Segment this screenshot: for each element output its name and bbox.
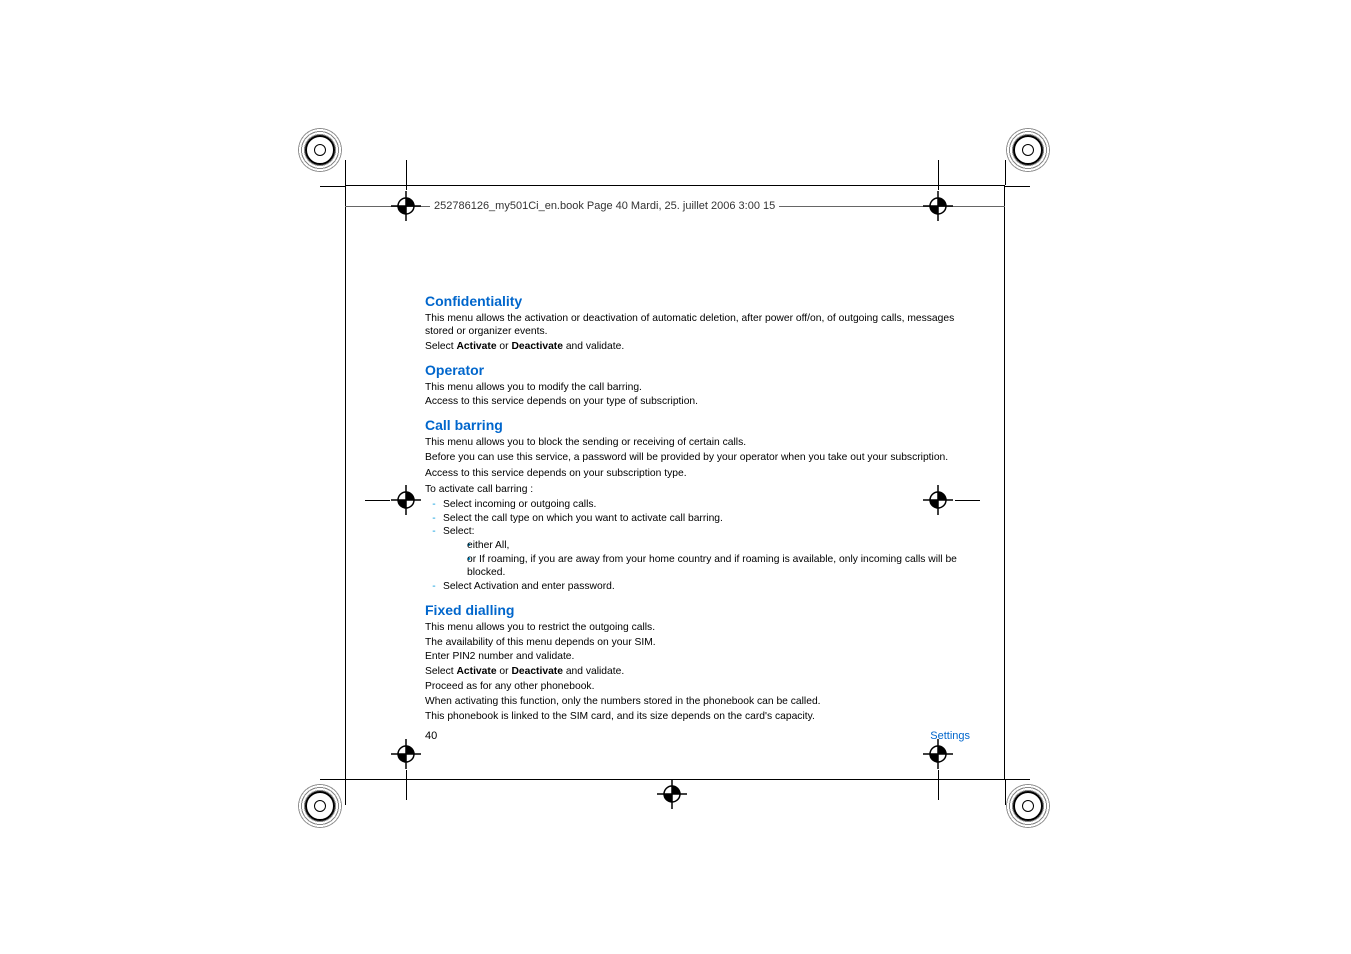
document-body: Confidentiality This menu allows the act…	[425, 285, 975, 726]
page-footer: 40 Settings	[425, 730, 970, 742]
operator-para1: This menu allows you to modify the call …	[425, 382, 975, 395]
deactivate-label: Deactivate	[511, 666, 563, 677]
activate-label: Activate	[456, 666, 496, 677]
crop-mark	[955, 500, 980, 501]
fixed-para2: The availability of this menu depends on…	[425, 637, 975, 650]
list-text: Select incoming or outgoing calls.	[443, 499, 975, 512]
list-text: Select Activation and enter password.	[443, 581, 975, 594]
list-text: or If roaming, if you are away from your…	[467, 554, 975, 580]
list-text: Select the call type on which you want t…	[443, 513, 975, 526]
page-number: 40	[425, 730, 437, 742]
dash-icon: -	[425, 526, 443, 539]
heading-fixed-dialling: Fixed dialling	[425, 602, 975, 618]
fixed-para5: Proceed as for any other phonebook.	[425, 681, 975, 694]
fixed-para4: Select Activate or Deactivate and valida…	[425, 666, 975, 679]
crosshair-icon	[657, 779, 687, 809]
fixed-para6: When activating this function, only the …	[425, 696, 975, 709]
crop-mark	[406, 160, 407, 190]
text: Select	[425, 666, 456, 677]
crop-mark	[345, 160, 346, 185]
call-barring-para4: To activate call barring :	[425, 484, 975, 497]
crosshair-icon	[391, 485, 421, 515]
registration-mark-icon	[298, 784, 342, 828]
operator-para2: Access to this service depends on your t…	[425, 396, 975, 409]
deactivate-label: Deactivate	[511, 341, 563, 352]
crop-mark	[1005, 186, 1030, 187]
list-item: -Select incoming or outgoing calls.	[425, 499, 975, 512]
dash-icon: -	[425, 513, 443, 526]
crop-mark	[345, 780, 346, 805]
crop-mark	[1005, 160, 1006, 185]
crosshair-icon	[391, 191, 421, 221]
crop-mark	[938, 770, 939, 800]
heading-call-barring: Call barring	[425, 417, 975, 433]
crosshair-icon	[923, 739, 953, 769]
text: and validate.	[563, 341, 624, 352]
bullet-icon: •	[445, 554, 467, 580]
call-barring-list: -Select incoming or outgoing calls. -Sel…	[425, 499, 975, 594]
crop-mark	[320, 186, 345, 187]
text: or	[497, 666, 512, 677]
crop-mark	[320, 779, 345, 780]
crop-mark	[1005, 779, 1030, 780]
registration-mark-icon	[1006, 128, 1050, 172]
call-barring-para1: This menu allows you to block the sendin…	[425, 437, 975, 450]
call-barring-para2: Before you can use this service, a passw…	[425, 452, 975, 465]
dash-icon: -	[425, 499, 443, 512]
fixed-para3: Enter PIN2 number and validate.	[425, 651, 975, 664]
crop-mark	[938, 160, 939, 190]
header-filename: 252786126_my501Ci_en.book Page 40 Mardi,…	[430, 200, 779, 212]
list-item: -Select:	[425, 526, 975, 539]
registration-mark-icon	[298, 128, 342, 172]
registration-mark-icon	[1006, 784, 1050, 828]
heading-operator: Operator	[425, 362, 975, 378]
call-barring-para3: Access to this service depends on your s…	[425, 468, 975, 481]
list-item: -Select Activation and enter password.	[425, 581, 975, 594]
text: and validate.	[563, 666, 624, 677]
fixed-para1: This menu allows you to restrict the out…	[425, 622, 975, 635]
list-text: either All,	[467, 540, 975, 553]
crosshair-icon	[923, 191, 953, 221]
list-subitem: •either All,	[425, 540, 975, 553]
heading-confidentiality: Confidentiality	[425, 293, 975, 309]
dash-icon: -	[425, 581, 443, 594]
crosshair-icon	[391, 739, 421, 769]
activate-label: Activate	[456, 341, 496, 352]
list-text: Select:	[443, 526, 975, 539]
list-subitem: •or If roaming, if you are away from you…	[425, 554, 975, 580]
crop-mark	[1005, 780, 1006, 805]
confidentiality-para2: Select Activate or Deactivate and valida…	[425, 341, 975, 354]
confidentiality-para1: This menu allows the activation or deact…	[425, 313, 975, 339]
crop-mark	[365, 500, 390, 501]
bullet-icon: •	[445, 540, 467, 553]
crop-mark	[406, 770, 407, 800]
text: or	[497, 341, 512, 352]
list-item: -Select the call type on which you want …	[425, 513, 975, 526]
fixed-para7: This phonebook is linked to the SIM card…	[425, 711, 975, 724]
text: Select	[425, 341, 456, 352]
crosshair-icon	[923, 485, 953, 515]
